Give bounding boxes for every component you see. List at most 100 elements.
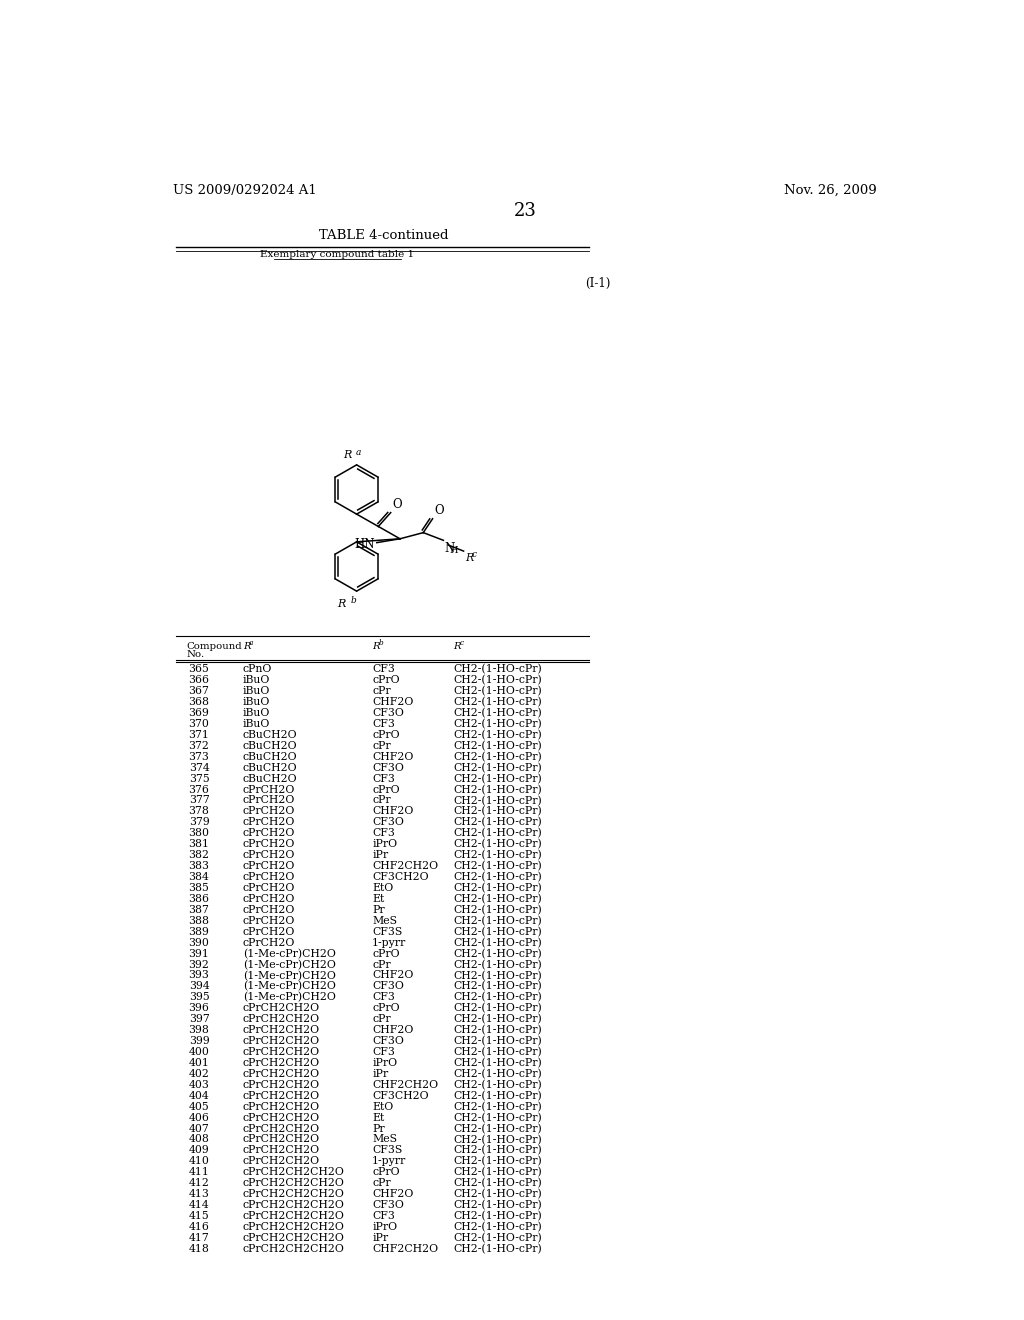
- Text: 409: 409: [188, 1146, 209, 1155]
- Text: CH2-(1-HO-cPr): CH2-(1-HO-cPr): [454, 1036, 543, 1047]
- Text: 412: 412: [188, 1179, 209, 1188]
- Text: CH2-(1-HO-cPr): CH2-(1-HO-cPr): [454, 784, 543, 795]
- Text: cBuCH2O: cBuCH2O: [243, 774, 297, 784]
- Text: R: R: [454, 642, 461, 651]
- Text: CF3: CF3: [372, 1047, 395, 1057]
- Text: CH2-(1-HO-cPr): CH2-(1-HO-cPr): [454, 1090, 543, 1101]
- Text: 395: 395: [188, 993, 209, 1002]
- Text: cPrCH2O: cPrCH2O: [243, 916, 295, 925]
- Text: (1-Me-cPr)CH2O: (1-Me-cPr)CH2O: [243, 960, 336, 970]
- Text: 408: 408: [188, 1134, 209, 1144]
- Text: cPrO: cPrO: [372, 1167, 399, 1177]
- Text: cPrCH2CH2O: cPrCH2CH2O: [243, 1090, 319, 1101]
- Text: a: a: [356, 449, 361, 457]
- Text: 390: 390: [188, 937, 209, 948]
- Text: cPrCH2O: cPrCH2O: [243, 784, 295, 795]
- Text: CH2-(1-HO-cPr): CH2-(1-HO-cPr): [454, 883, 543, 894]
- Text: HN: HN: [354, 537, 375, 550]
- Text: 374: 374: [188, 763, 209, 772]
- Text: CH2-(1-HO-cPr): CH2-(1-HO-cPr): [454, 1123, 543, 1134]
- Text: cPr: cPr: [372, 1014, 391, 1024]
- Text: cPrCH2O: cPrCH2O: [243, 904, 295, 915]
- Text: O: O: [392, 498, 401, 511]
- Text: 382: 382: [188, 850, 209, 861]
- Text: cPrCH2CH2CH2O: cPrCH2CH2CH2O: [243, 1189, 344, 1199]
- Text: cPrO: cPrO: [372, 676, 399, 685]
- Text: CH2-(1-HO-cPr): CH2-(1-HO-cPr): [454, 993, 543, 1003]
- Text: cPrCH2CH2CH2O: cPrCH2CH2CH2O: [243, 1222, 344, 1232]
- Text: 376: 376: [188, 784, 209, 795]
- Text: US 2009/0292024 A1: US 2009/0292024 A1: [173, 185, 316, 197]
- Text: CH2-(1-HO-cPr): CH2-(1-HO-cPr): [454, 1057, 543, 1068]
- Text: 407: 407: [188, 1123, 209, 1134]
- Text: CF3S: CF3S: [372, 927, 402, 937]
- Text: R: R: [337, 599, 346, 609]
- Text: CH2-(1-HO-cPr): CH2-(1-HO-cPr): [454, 873, 543, 882]
- Text: cPrCH2CH2CH2O: cPrCH2CH2CH2O: [243, 1210, 344, 1221]
- Text: cPrCH2O: cPrCH2O: [243, 883, 295, 892]
- Text: CH2-(1-HO-cPr): CH2-(1-HO-cPr): [454, 708, 543, 718]
- Text: CH2-(1-HO-cPr): CH2-(1-HO-cPr): [454, 960, 543, 970]
- Text: cPrO: cPrO: [372, 784, 399, 795]
- Text: 416: 416: [188, 1222, 209, 1232]
- Text: CH2-(1-HO-cPr): CH2-(1-HO-cPr): [454, 1102, 543, 1111]
- Text: cPrCH2O: cPrCH2O: [243, 796, 295, 805]
- Text: cPrCH2CH2O: cPrCH2CH2O: [243, 1102, 319, 1111]
- Text: b: b: [378, 639, 383, 647]
- Text: 386: 386: [188, 894, 209, 904]
- Text: Compound: Compound: [186, 642, 242, 651]
- Text: CH2-(1-HO-cPr): CH2-(1-HO-cPr): [454, 1200, 543, 1210]
- Text: EtO: EtO: [372, 883, 393, 892]
- Text: cBuCH2O: cBuCH2O: [243, 763, 297, 772]
- Text: Pr: Pr: [372, 904, 385, 915]
- Text: cPrCH2CH2CH2O: cPrCH2CH2CH2O: [243, 1200, 344, 1210]
- Text: Exemplary compound table 1: Exemplary compound table 1: [260, 249, 415, 259]
- Text: iBuO: iBuO: [243, 719, 270, 729]
- Text: CH2-(1-HO-cPr): CH2-(1-HO-cPr): [454, 840, 543, 850]
- Text: CH2-(1-HO-cPr): CH2-(1-HO-cPr): [454, 796, 543, 805]
- Text: cPrCH2CH2O: cPrCH2CH2O: [243, 1069, 319, 1078]
- Text: cPrCH2CH2O: cPrCH2CH2O: [243, 1146, 319, 1155]
- Text: CH2-(1-HO-cPr): CH2-(1-HO-cPr): [454, 1003, 543, 1014]
- Text: (1-Me-cPr)CH2O: (1-Me-cPr)CH2O: [243, 949, 336, 958]
- Text: CH2-(1-HO-cPr): CH2-(1-HO-cPr): [454, 861, 543, 871]
- Text: 379: 379: [188, 817, 209, 828]
- Text: CH2-(1-HO-cPr): CH2-(1-HO-cPr): [454, 1189, 543, 1200]
- Text: 384: 384: [188, 873, 209, 882]
- Text: 383: 383: [188, 861, 209, 871]
- Text: 393: 393: [188, 970, 209, 981]
- Text: cPr: cPr: [372, 960, 391, 969]
- Text: cPrCH2CH2CH2O: cPrCH2CH2CH2O: [243, 1243, 344, 1254]
- Text: CF3O: CF3O: [372, 763, 404, 772]
- Text: 418: 418: [188, 1243, 209, 1254]
- Text: 401: 401: [188, 1057, 209, 1068]
- Text: CH2-(1-HO-cPr): CH2-(1-HO-cPr): [454, 970, 543, 981]
- Text: 377: 377: [188, 796, 209, 805]
- Text: R: R: [243, 642, 250, 651]
- Text: iPrO: iPrO: [372, 1057, 397, 1068]
- Text: 1-pyrr: 1-pyrr: [372, 1156, 407, 1167]
- Text: 405: 405: [188, 1102, 209, 1111]
- Text: CH2-(1-HO-cPr): CH2-(1-HO-cPr): [454, 1134, 543, 1144]
- Text: 399: 399: [188, 1036, 209, 1045]
- Text: CH2-(1-HO-cPr): CH2-(1-HO-cPr): [454, 741, 543, 751]
- Text: CF3: CF3: [372, 664, 395, 675]
- Text: 370: 370: [188, 719, 209, 729]
- Text: cPrCH2O: cPrCH2O: [243, 937, 295, 948]
- Text: cPrCH2CH2O: cPrCH2CH2O: [243, 1014, 319, 1024]
- Text: 397: 397: [188, 1014, 209, 1024]
- Text: cPrO: cPrO: [372, 730, 399, 741]
- Text: CF3: CF3: [372, 774, 395, 784]
- Text: Et: Et: [372, 1113, 384, 1122]
- Text: CH2-(1-HO-cPr): CH2-(1-HO-cPr): [454, 1080, 543, 1090]
- Text: 367: 367: [188, 686, 209, 696]
- Text: 391: 391: [188, 949, 209, 958]
- Text: 23: 23: [513, 202, 537, 219]
- Text: 396: 396: [188, 1003, 209, 1014]
- Text: MeS: MeS: [372, 1134, 397, 1144]
- Text: Nov. 26, 2009: Nov. 26, 2009: [784, 185, 877, 197]
- Text: CH2-(1-HO-cPr): CH2-(1-HO-cPr): [454, 1047, 543, 1057]
- Text: 394: 394: [188, 981, 209, 991]
- Text: 387: 387: [188, 904, 209, 915]
- Text: CH2-(1-HO-cPr): CH2-(1-HO-cPr): [454, 981, 543, 991]
